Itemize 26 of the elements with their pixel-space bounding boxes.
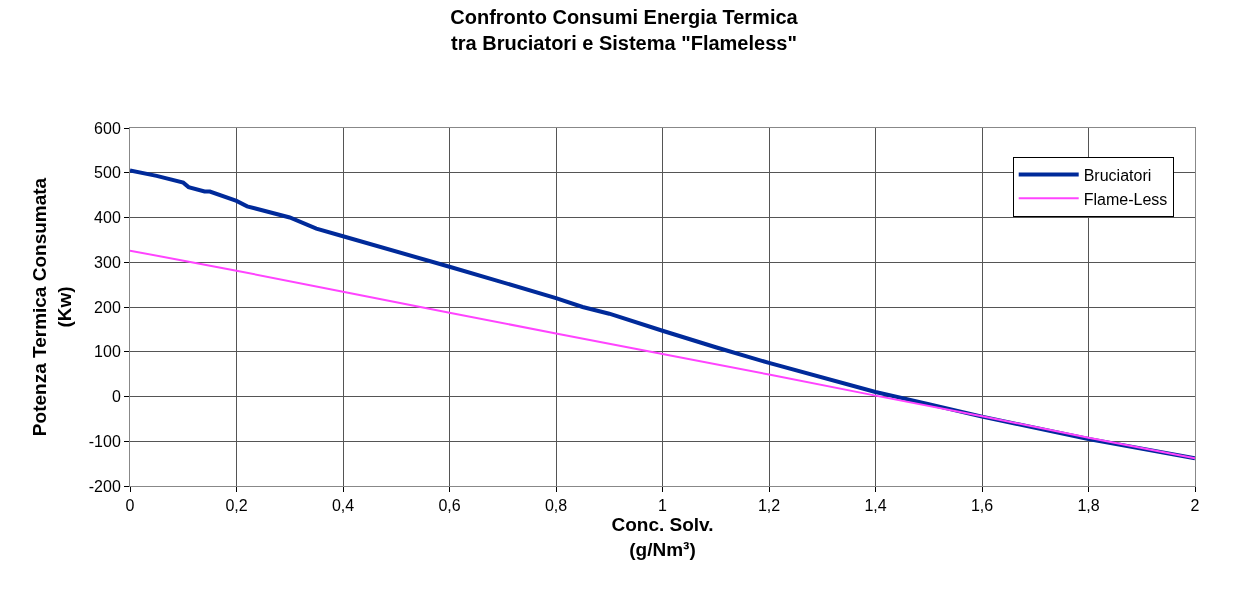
x-tick-label: 1,2: [757, 497, 781, 515]
x-tick-label: 0,6: [438, 497, 461, 515]
x-tick-label: 1: [658, 497, 668, 515]
x-tick-label: 1,4: [864, 497, 887, 515]
y-tick-label: -100: [88, 432, 121, 450]
x-tick-label: 2: [1190, 497, 1200, 515]
y-tick-label: 500: [94, 164, 121, 182]
y-axis-title: Potenza Termica Consumata (Kw): [28, 177, 75, 437]
y-tick-label: 100: [94, 343, 121, 361]
x-tick-label: 0,4: [331, 497, 355, 515]
y-tick-label: 600: [94, 119, 121, 137]
legend-label: Bruciatori: [1083, 166, 1152, 184]
x-tick-label: 0,8: [544, 497, 568, 515]
x-tick-label: 1,8: [1077, 497, 1100, 515]
y-tick-label: 0: [111, 388, 121, 406]
x-tick-label: 1,6: [970, 497, 994, 515]
y-tick-label: 400: [94, 209, 121, 227]
line-series: [130, 249, 1195, 460]
x-tick-label: 0,2: [225, 497, 248, 515]
chart-title: Confronto Consumi Energia Termica tra Bruciatori e Sistema "Flameless": [450, 5, 799, 54]
y-tick-label: -200: [88, 477, 121, 495]
x-axis-title: Conc. Solv. (g/Nm³): [611, 514, 714, 560]
x-tick-label: 0: [125, 497, 135, 515]
y-tick-label: 200: [94, 298, 121, 316]
y-tick-label: 300: [94, 253, 121, 271]
legend-label: Flame-Less: [1083, 190, 1168, 208]
